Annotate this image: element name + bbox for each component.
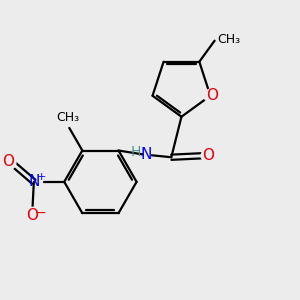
Text: +: + [36,172,46,182]
Text: O: O [2,154,14,169]
Circle shape [2,155,16,170]
Circle shape [134,146,151,162]
Circle shape [24,207,40,224]
Text: O: O [26,208,38,224]
Text: H: H [131,145,141,159]
Text: CH₃: CH₃ [218,33,241,46]
Circle shape [25,173,43,190]
Circle shape [201,149,214,162]
Text: CH₃: CH₃ [56,111,80,124]
Text: −: − [34,206,46,220]
Circle shape [204,89,217,102]
Text: O: O [202,148,214,163]
Text: O: O [206,88,218,103]
Text: N: N [140,147,152,162]
Text: N: N [28,174,40,189]
